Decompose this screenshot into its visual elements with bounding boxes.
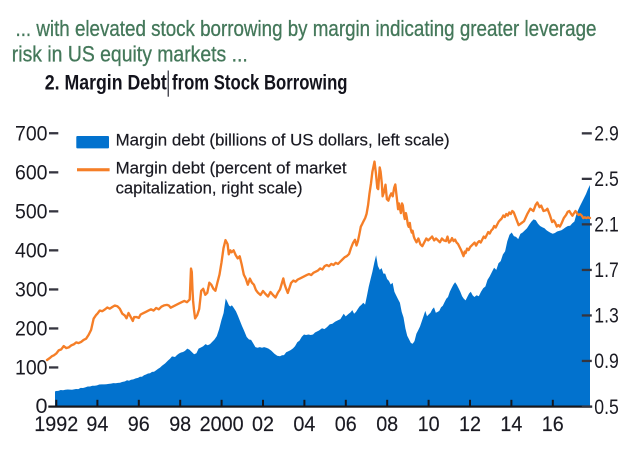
svg-text:700: 700: [15, 123, 48, 146]
svg-text:500: 500: [15, 201, 48, 224]
svg-text:94: 94: [86, 412, 108, 436]
svg-text:2000: 2000: [200, 412, 244, 436]
svg-text:400: 400: [15, 240, 48, 263]
svg-text:0.5: 0.5: [594, 396, 619, 419]
svg-text:2.5: 2.5: [594, 168, 619, 191]
svg-text:1.3: 1.3: [594, 305, 619, 328]
svg-text:0: 0: [36, 395, 48, 418]
svg-text:02: 02: [252, 412, 274, 436]
svg-text:600: 600: [15, 162, 48, 185]
svg-text:2.9: 2.9: [594, 123, 619, 146]
svg-text:from Stock Borrowing: from Stock Borrowing: [172, 71, 348, 95]
svg-text:98: 98: [169, 412, 191, 436]
svg-text:04: 04: [293, 412, 315, 436]
svg-text:1992: 1992: [34, 412, 78, 436]
svg-text:Margin debt (billions of US do: Margin debt (billions of US dollars, lef…: [116, 131, 450, 150]
svg-text:2. Margin Debt: 2. Margin Debt: [45, 71, 167, 95]
svg-text:... with elevated stock borrow: ... with elevated stock borrowing by mar…: [16, 16, 597, 41]
svg-text:2.1: 2.1: [594, 214, 619, 237]
svg-text:200: 200: [15, 318, 48, 341]
svg-text:10: 10: [418, 412, 440, 436]
svg-text:14: 14: [500, 412, 522, 436]
svg-text:1.7: 1.7: [594, 259, 619, 282]
svg-text:capitalization, right scale): capitalization, right scale): [116, 179, 303, 198]
svg-text:0.9: 0.9: [594, 350, 619, 373]
svg-text:Margin debt (percent of market: Margin debt (percent of market: [116, 158, 347, 177]
svg-text:300: 300: [15, 279, 48, 302]
svg-text:100: 100: [15, 357, 48, 380]
svg-text:16: 16: [542, 412, 564, 436]
svg-text:08: 08: [376, 412, 398, 436]
svg-text:12: 12: [459, 412, 481, 436]
svg-text:06: 06: [335, 412, 357, 436]
svg-text:96: 96: [128, 412, 150, 436]
svg-text:risk in US equity markets ...: risk in US equity markets ...: [12, 41, 248, 66]
